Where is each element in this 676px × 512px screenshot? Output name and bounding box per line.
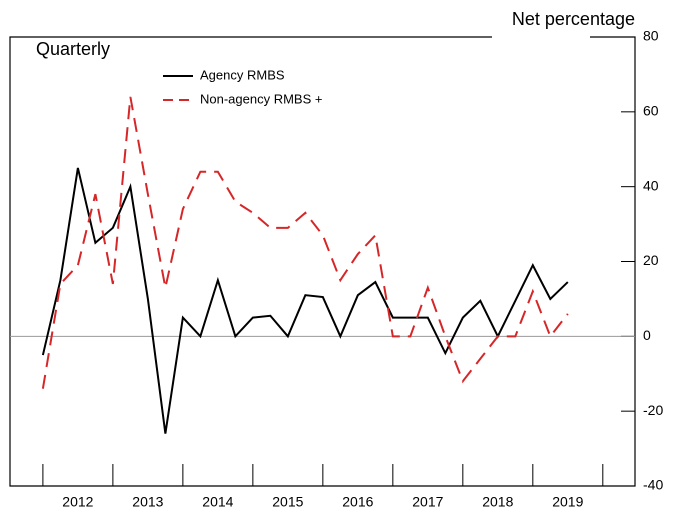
y-tick-label: 40 xyxy=(643,177,659,193)
x-tick-label: 2018 xyxy=(482,494,513,510)
plot-frame xyxy=(9,36,636,487)
y-tick-label: -40 xyxy=(643,477,663,493)
x-tick-label: 2014 xyxy=(202,494,233,510)
x-tick-label: 2012 xyxy=(62,494,93,510)
x-tick-label: 2016 xyxy=(342,494,373,510)
legend-label: Agency RMBS xyxy=(200,67,285,82)
x-tick-label: 2019 xyxy=(552,494,583,510)
x-tick-label: 2015 xyxy=(272,494,303,510)
y-tick-label: 60 xyxy=(643,103,659,119)
y-tick-label: 0 xyxy=(643,327,651,343)
y-axis-label: Net percentage xyxy=(512,9,635,29)
x-tick-label: 2013 xyxy=(132,494,163,510)
x-tick-label: 2017 xyxy=(412,494,443,510)
series-line xyxy=(41,96,569,389)
y-tick-label: -20 xyxy=(643,402,663,418)
y-tick-label: 20 xyxy=(643,252,659,268)
y-tick-label: 80 xyxy=(643,28,659,44)
chart-title: Quarterly xyxy=(36,39,110,59)
legend-label: Non-agency RMBS + xyxy=(200,91,322,106)
series-line xyxy=(41,167,569,434)
